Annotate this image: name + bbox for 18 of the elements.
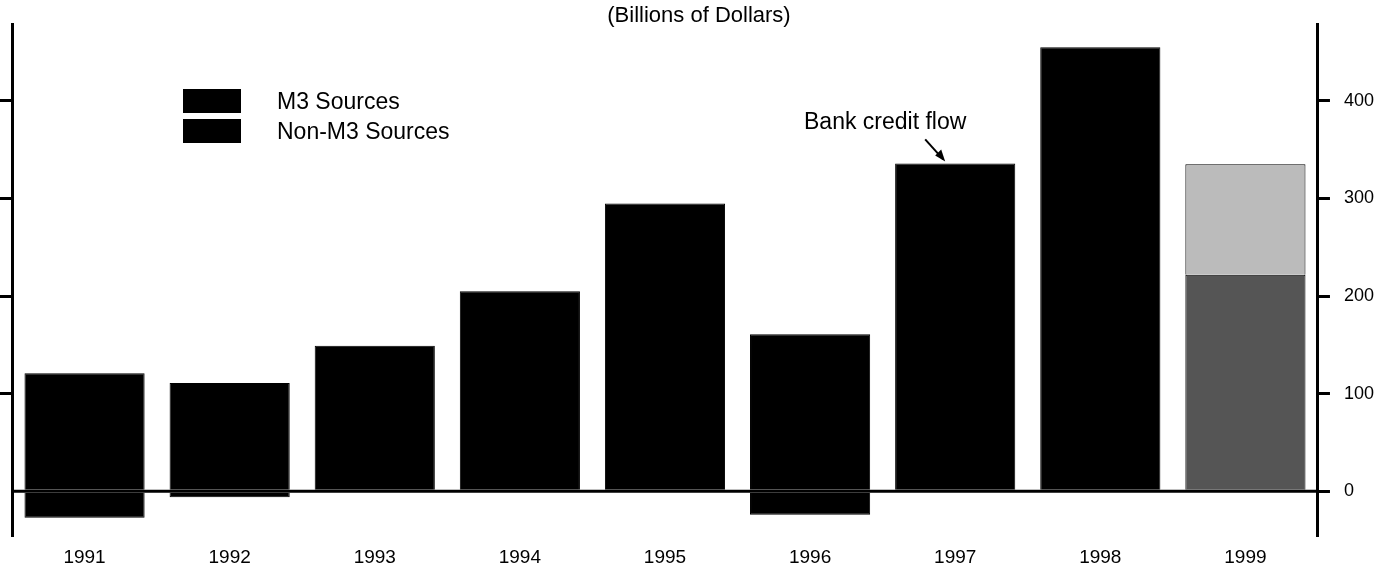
chart-subtitle: (Billions of Dollars): [606, 2, 792, 28]
y-tick-label: 200: [1343, 285, 1375, 306]
y-tick-label: 100: [1343, 382, 1375, 403]
x-tick-label: 1993: [353, 545, 396, 567]
x-tick-label: 1996: [788, 545, 832, 567]
x-tick-label: 1998: [1079, 545, 1122, 567]
legend-label: M3 Sources: [277, 87, 400, 115]
x-tick-label: 1995: [643, 545, 687, 567]
y-tick-label: 300: [1343, 187, 1375, 208]
y-tick-label: 0: [1343, 480, 1354, 501]
x-tick-label: 1991: [63, 545, 106, 567]
x-tick-label: 1992: [208, 545, 251, 567]
x-tick-label: 1997: [934, 545, 977, 567]
x-tick-label: 1999: [1224, 545, 1267, 567]
y-tick-label: 400: [1343, 89, 1375, 110]
x-tick-label: 1994: [498, 545, 542, 567]
annotation: Bank credit flow: [804, 108, 967, 135]
legend-label: Non-M3 Sources: [277, 117, 450, 145]
